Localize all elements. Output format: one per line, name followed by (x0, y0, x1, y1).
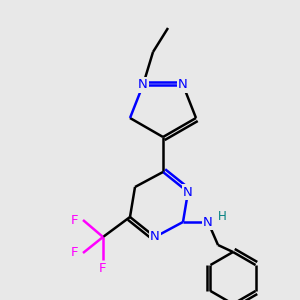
Text: F: F (71, 247, 79, 260)
Text: N: N (183, 185, 193, 199)
Text: F: F (99, 262, 107, 275)
Text: F: F (71, 214, 79, 226)
Text: H: H (218, 209, 226, 223)
Text: N: N (203, 215, 213, 229)
Text: N: N (178, 79, 188, 92)
Text: N: N (150, 230, 160, 244)
Text: N: N (138, 79, 148, 92)
